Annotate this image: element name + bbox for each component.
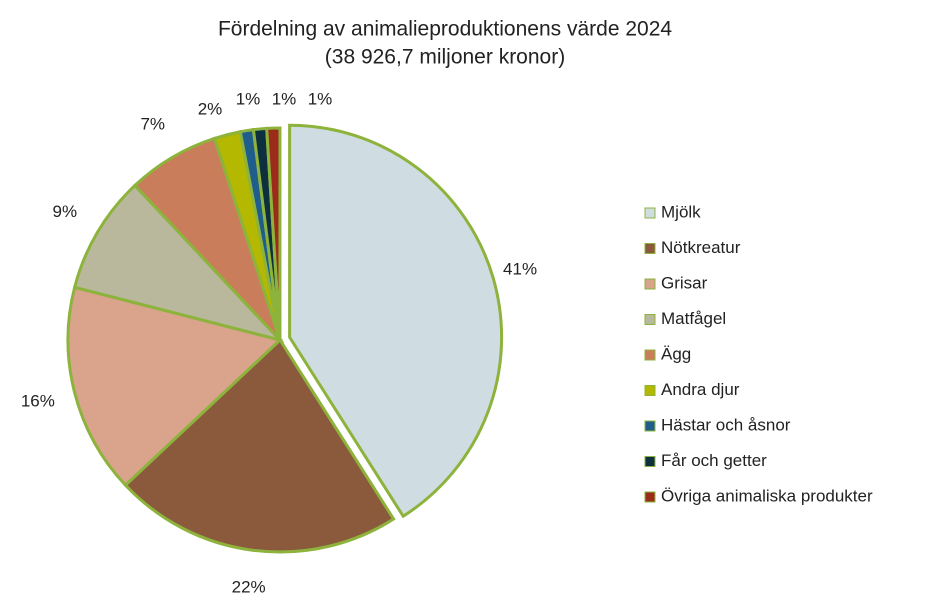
legend-swatch <box>645 350 655 360</box>
legend-swatch <box>645 457 655 467</box>
data-label: 16% <box>21 392 55 411</box>
legend-label: Övriga animaliska produkter <box>661 486 873 505</box>
data-label: 7% <box>140 114 165 133</box>
data-label: 1% <box>308 89 333 108</box>
legend-label: Ägg <box>661 344 691 363</box>
legend-label: Grisar <box>661 273 708 292</box>
legend-swatch <box>645 315 655 325</box>
chart-title: Fördelning av animalieproduktionens värd… <box>218 18 672 41</box>
data-label: 1% <box>236 89 261 108</box>
legend-swatch <box>645 386 655 396</box>
data-label: 9% <box>53 202 78 221</box>
legend-label: Matfågel <box>661 309 726 328</box>
data-label: 1% <box>272 89 297 108</box>
legend-swatch <box>645 208 655 218</box>
legend-swatch <box>645 279 655 289</box>
legend-label: Nötkreatur <box>661 238 741 257</box>
chart-subtitle: (38 926,7 miljoner kronor) <box>325 46 565 69</box>
data-label: 41% <box>503 260 537 279</box>
legend-swatch <box>645 421 655 431</box>
legend-label: Mjölk <box>661 202 701 221</box>
data-label: 22% <box>232 578 266 597</box>
legend-swatch <box>645 492 655 502</box>
legend-label: Andra djur <box>661 380 740 399</box>
data-label: 2% <box>198 99 223 118</box>
chart: Fördelning av animalieproduktionens värd… <box>0 0 931 607</box>
legend-label: Får och getter <box>661 451 767 470</box>
page: {"chart_data": {"type": "pie", "title": … <box>0 0 931 607</box>
legend-label: Hästar och åsnor <box>661 415 791 434</box>
legend-swatch <box>645 244 655 254</box>
